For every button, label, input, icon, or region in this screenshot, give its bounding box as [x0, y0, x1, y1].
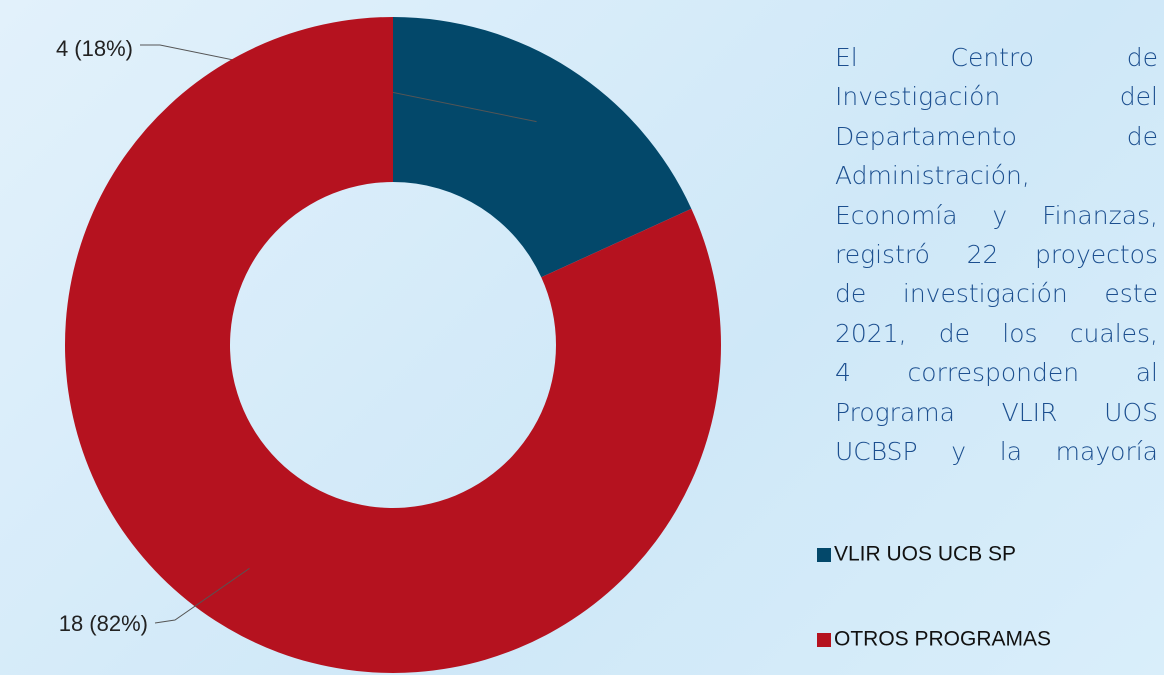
donut-slice — [393, 17, 692, 278]
data-label: 4 (18%) — [56, 36, 133, 61]
text-line: Programa VLIR UOS — [835, 397, 1158, 427]
description: El Centro de Investigación del Departament… — [835, 38, 1158, 471]
legend-label: VLIR UOS UCB SP — [834, 543, 1016, 566]
text-line: Economía y Finanzas, — [835, 200, 1158, 230]
legend-swatch — [817, 548, 831, 562]
text-line: UCBSP y la mayoría — [835, 437, 1158, 467]
data-label: 18 (82%) — [59, 611, 148, 636]
leader-line — [140, 44, 537, 123]
text-line: El Centro de — [835, 43, 1158, 72]
legend-swatch — [817, 633, 831, 647]
text-line: Departamento de — [835, 121, 1158, 151]
text-line: 4 corresponden al — [835, 358, 1158, 388]
text-line: de investigación este — [835, 279, 1158, 309]
donut-slice — [64, 17, 721, 673]
text-line: Investigación del — [835, 82, 1158, 112]
leader-line — [154, 567, 250, 624]
legend-label: OTROS PROGRAMAS — [834, 628, 1051, 651]
text-line: 2021, de los cuales, — [835, 318, 1158, 348]
text-line: Administración, — [835, 161, 1030, 191]
text-line: registró 22 proyectos — [835, 240, 1158, 270]
